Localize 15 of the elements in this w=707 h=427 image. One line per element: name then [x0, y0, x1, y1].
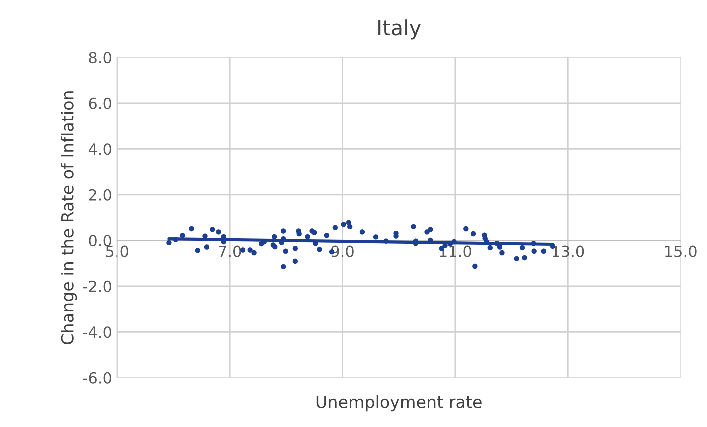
- y-tick-label: -2.0: [83, 280, 112, 292]
- y-tick-label: 4.0: [88, 144, 112, 156]
- x-tick-label: 7.0: [219, 246, 242, 258]
- x-tick-label: 5.0: [106, 246, 128, 258]
- y-axis-title: Change in the Rate of Inflation: [61, 92, 78, 344]
- x-axis-title: Unemployment rate: [316, 396, 482, 412]
- y-tick-label: 6.0: [89, 98, 112, 110]
- x-tick-label: 13.0: [552, 246, 584, 258]
- y-tick-label: 0.0: [89, 235, 112, 247]
- y-tick-label: -4.0: [83, 326, 112, 338]
- chart-title: Italy: [378, 20, 422, 40]
- x-tick-label: 15.0: [666, 246, 697, 258]
- y-tick-label: -6.0: [83, 372, 112, 384]
- y-tick-label: 2.0: [89, 189, 112, 201]
- y-tick-label: 8.0: [89, 52, 112, 64]
